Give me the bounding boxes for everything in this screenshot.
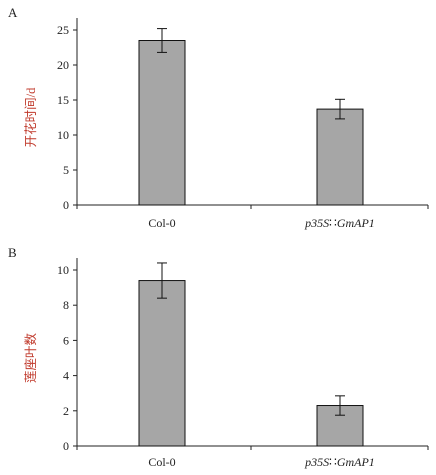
error-bar: [335, 395, 345, 416]
y-tick-label: 25: [57, 23, 69, 37]
y-tick-label: 15: [57, 93, 69, 107]
category-label: Col-0: [148, 216, 175, 230]
y-axis-label: 莲座叶数: [23, 333, 38, 384]
y-tick-label: 10: [57, 128, 69, 142]
panel-label: B: [8, 245, 17, 260]
category-label: p35S∷GmAP1: [304, 216, 375, 230]
category-label: Col-0: [148, 455, 175, 469]
y-tick-label: 0: [63, 439, 69, 453]
chart-panel-a: A 0 5 10 15 20 25 Col-0 p35S∷GmAP1 开花时间/d: [8, 5, 429, 230]
y-tick-label: 5: [63, 163, 69, 177]
error-bar: [335, 98, 345, 120]
y-tick-label: 10: [57, 263, 69, 277]
y-tick-label: 20: [57, 58, 69, 72]
y-tick-label: 2: [63, 404, 69, 418]
y-tick-label: 8: [63, 298, 69, 312]
error-bar: [157, 262, 167, 299]
bar: [138, 280, 186, 447]
category-label: p35S∷GmAP1: [304, 455, 375, 469]
y-tick-label: 4: [63, 369, 69, 383]
y-axis-label: 开花时间/d: [23, 87, 38, 147]
y-tick-label: 6: [63, 333, 69, 347]
y-tick-label: 0: [63, 198, 69, 212]
chart-panel-b: B 0 2 4 6 8 10 Col-0 p35S∷GmAP1 莲座叶数: [8, 245, 429, 469]
bar: [316, 108, 364, 206]
error-bar: [157, 28, 167, 53]
panel-label: A: [8, 5, 18, 20]
bar: [138, 40, 186, 206]
